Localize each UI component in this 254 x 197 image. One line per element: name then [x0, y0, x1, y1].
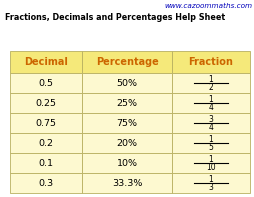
Bar [82, 93, 171, 113]
Bar [171, 153, 249, 173]
Text: 20%: 20% [116, 139, 137, 148]
Text: 0.75: 0.75 [36, 119, 56, 128]
Bar [82, 153, 171, 173]
Bar [171, 51, 249, 73]
Bar [82, 73, 171, 93]
Bar [10, 73, 82, 93]
Bar [82, 133, 171, 153]
Text: 0.25: 0.25 [36, 99, 56, 108]
Bar [10, 153, 82, 173]
Bar [171, 113, 249, 133]
Text: Decimal: Decimal [24, 57, 68, 67]
Text: Percentage: Percentage [95, 57, 158, 67]
Text: 4: 4 [208, 123, 213, 132]
Text: 10%: 10% [116, 159, 137, 168]
Text: 0.1: 0.1 [39, 159, 53, 168]
Text: 3: 3 [208, 115, 213, 124]
Text: www.cazoommaths.com: www.cazoommaths.com [164, 3, 251, 9]
Text: 0.5: 0.5 [39, 79, 53, 88]
Text: 10: 10 [205, 163, 215, 172]
Bar [10, 173, 82, 193]
Text: 33.3̇%: 33.3̇% [112, 178, 142, 188]
Text: 50%: 50% [116, 79, 137, 88]
Text: 1: 1 [208, 135, 213, 144]
Bar [82, 113, 171, 133]
Bar [171, 173, 249, 193]
Bar [82, 173, 171, 193]
Bar [10, 113, 82, 133]
Text: 25%: 25% [116, 99, 137, 108]
Text: 1: 1 [208, 155, 213, 164]
Text: 5: 5 [208, 143, 213, 152]
Text: 0.3̇: 0.3̇ [38, 178, 54, 188]
Text: Fraction: Fraction [188, 57, 232, 67]
Text: 3: 3 [208, 183, 213, 191]
Bar [10, 133, 82, 153]
Text: 75%: 75% [116, 119, 137, 128]
Text: 2: 2 [208, 83, 213, 92]
Text: Fractions, Decimals and Percentages Help Sheet: Fractions, Decimals and Percentages Help… [5, 13, 224, 22]
Bar [171, 93, 249, 113]
Bar [171, 73, 249, 93]
Text: 1: 1 [208, 175, 213, 184]
Bar [10, 93, 82, 113]
Bar [171, 133, 249, 153]
Bar [10, 51, 82, 73]
Text: 0.2: 0.2 [39, 139, 53, 148]
Text: 4: 4 [208, 103, 213, 112]
Bar [82, 51, 171, 73]
Text: 1: 1 [208, 75, 213, 84]
Text: 1: 1 [208, 95, 213, 104]
